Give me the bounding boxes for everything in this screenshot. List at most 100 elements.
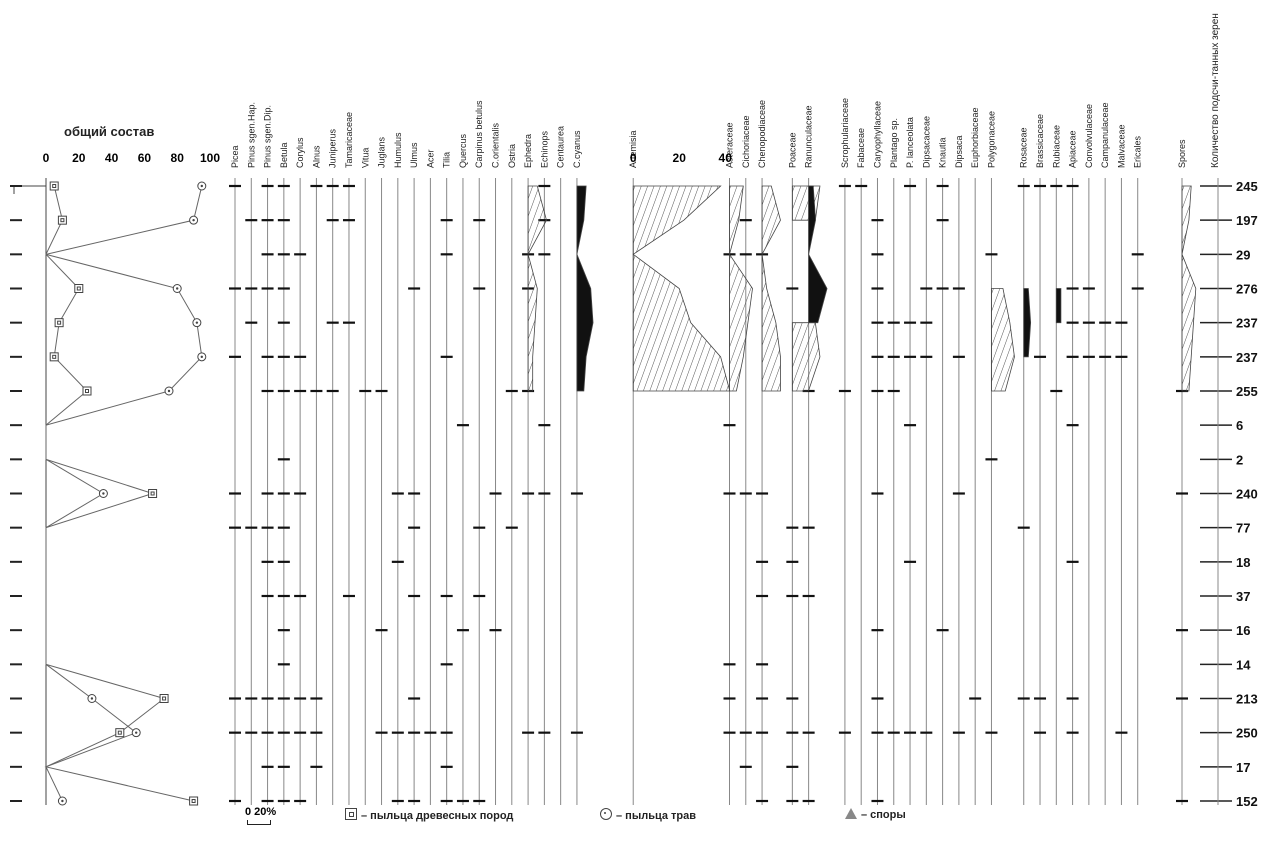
count-label: 2 <box>1236 452 1243 467</box>
taxon-label: Dipsacaceae <box>921 116 931 168</box>
taxon-label: Chenopodiaceae <box>757 100 767 168</box>
taxon-curve <box>808 185 828 324</box>
tree-pollen-marker-dot <box>150 491 155 496</box>
taxon-label: Apiaceae <box>1068 130 1078 168</box>
taxon-label: Scrophulariaceae <box>840 98 850 168</box>
taxon-label: Euphorbiaceae <box>970 107 980 168</box>
count-label: 6 <box>1236 418 1243 433</box>
tree-pollen-marker <box>74 284 84 293</box>
tree-pollen-marker-dot <box>191 799 196 803</box>
taxon-label: Poaceae <box>787 132 797 168</box>
herb-pollen-marker-dot <box>176 287 179 290</box>
tree-pollen-marker-dot <box>162 696 167 701</box>
taxon-label: Polygonaceae <box>986 111 996 168</box>
count-label: 240 <box>1236 487 1258 502</box>
tree-pollen-marker <box>57 215 67 225</box>
artemisia-tick-label: 20 <box>673 151 687 165</box>
tree-pollen-marker <box>54 318 64 328</box>
summary-tick-label: 80 <box>171 151 185 165</box>
taxon-label: Ulmus <box>409 142 419 168</box>
taxon-label: Cichoriaceae <box>741 115 751 168</box>
tree-pollen-marker <box>49 181 59 191</box>
count-label: 276 <box>1236 282 1258 297</box>
spore-label: – споры <box>861 809 906 821</box>
summary-tick-label: 0 <box>43 151 50 165</box>
artemisia-tick-label: 40 <box>719 151 733 165</box>
tree-pollen-marker-dot <box>52 184 57 188</box>
summary-tick-label: 40 <box>105 151 119 165</box>
summary-panel-title: общий состав <box>64 124 154 139</box>
tree-pollen-marker-dot <box>57 320 62 325</box>
scale-label: 0 20% <box>245 806 277 818</box>
herb-pollen-label: – пыльца трав <box>616 810 697 822</box>
taxon-label: Pinus sgen.Hap. <box>246 102 256 168</box>
count-label: 250 <box>1236 726 1258 741</box>
taxon-curve <box>761 185 781 392</box>
scale-bar <box>247 820 271 825</box>
taxon-label: Juniperus <box>328 128 338 168</box>
tree-pollen-line <box>44 185 194 802</box>
herb-pollen-marker-dot <box>167 389 171 393</box>
taxon-label: Plantago sp. <box>889 118 899 168</box>
spore-icon <box>845 808 857 819</box>
taxon-curve <box>1023 288 1032 358</box>
taxon-curve <box>791 322 821 392</box>
count-label: 16 <box>1236 623 1250 638</box>
taxon-label: Asteraceae <box>725 122 735 168</box>
taxon-label: Rubiaceae <box>1051 125 1061 168</box>
tree-pollen-label: – пыльца древесных пород <box>361 810 514 822</box>
count-label: 37 <box>1236 589 1250 604</box>
herb-pollen-legend: – пыльца трав <box>600 808 696 822</box>
count-label: 245 <box>1236 179 1258 194</box>
count-label: 77 <box>1236 521 1250 536</box>
tree-pollen-marker <box>49 352 59 362</box>
taxon-label: Echinops <box>539 130 549 168</box>
summary-tick-label: 60 <box>138 151 152 165</box>
taxon-label: Picea <box>230 145 240 168</box>
tree-pollen-marker <box>115 728 125 738</box>
artemisia-tick-label: 0 <box>630 151 637 165</box>
herb-pollen-marker-dot <box>90 697 94 700</box>
taxon-label: Convolvulaceae <box>1084 104 1094 168</box>
count-header: Количество подсчи-танных зерен <box>1210 13 1221 168</box>
tree-pollen-marker <box>189 796 199 806</box>
summary-tick-label: 100 <box>200 151 220 165</box>
herb-pollen-marker-dot <box>192 218 195 222</box>
herb-pollen-icon <box>600 808 612 820</box>
taxon-curve <box>632 185 731 392</box>
taxon-label: Quercus <box>458 133 468 168</box>
tree-pollen-marker-dot <box>85 389 89 393</box>
taxon-curve <box>576 185 594 392</box>
taxon-curve <box>527 185 547 392</box>
summary-tick-label: 20 <box>72 151 86 165</box>
herb-pollen-marker-dot <box>102 492 105 495</box>
taxon-label: Juglans <box>377 136 387 168</box>
taxon-label: Betula <box>279 142 289 168</box>
taxon-curve <box>729 185 753 392</box>
taxon-curve <box>991 288 1015 392</box>
taxon-label: Humulus <box>393 132 403 168</box>
taxon-label: Campanulaceae <box>1100 102 1110 168</box>
tree-pollen-marker-dot <box>52 354 57 359</box>
count-label: 29 <box>1236 247 1250 262</box>
taxon-label: Tamaricaceae <box>344 112 354 168</box>
tree-pollen-marker-dot <box>76 286 81 291</box>
taxon-curve <box>791 185 821 221</box>
count-label: 197 <box>1236 213 1258 228</box>
herb-pollen-marker-dot <box>195 321 199 324</box>
count-label: 255 <box>1236 384 1258 399</box>
taxon-label: Rosaceae <box>1019 127 1029 168</box>
taxon-label: Spores <box>1177 139 1187 168</box>
taxon-label: Carpinus betulus <box>474 100 484 168</box>
tree-pollen-marker <box>159 694 169 703</box>
taxon-label: Artemisia <box>628 130 638 168</box>
tree-pollen-marker <box>148 489 158 498</box>
taxon-label: Corylus <box>295 137 305 168</box>
taxon-label: Ericales <box>1133 135 1143 168</box>
herb-pollen-marker-dot <box>135 731 138 734</box>
tree-pollen-marker-dot <box>117 730 122 735</box>
taxon-label: Brassicaceae <box>1035 114 1045 168</box>
taxon-label: Ranunculaceae <box>804 105 814 168</box>
taxon-label: Dipsaca <box>954 135 964 168</box>
